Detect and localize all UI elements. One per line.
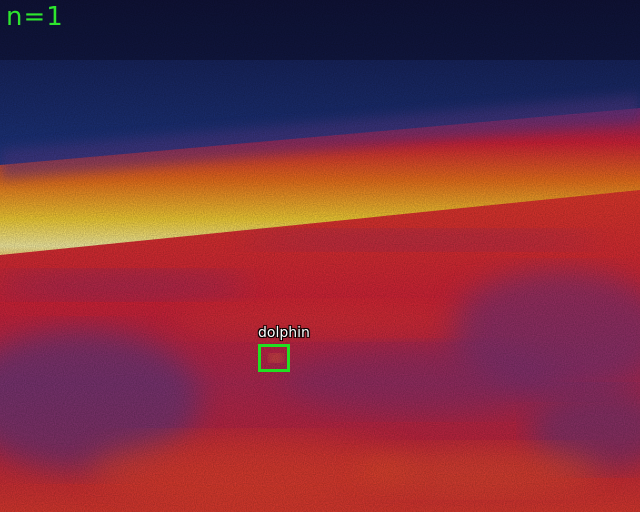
detection-label: dolphin xyxy=(258,325,310,341)
count-label: n=1 xyxy=(6,2,64,32)
detection-bounding-box xyxy=(258,344,290,372)
